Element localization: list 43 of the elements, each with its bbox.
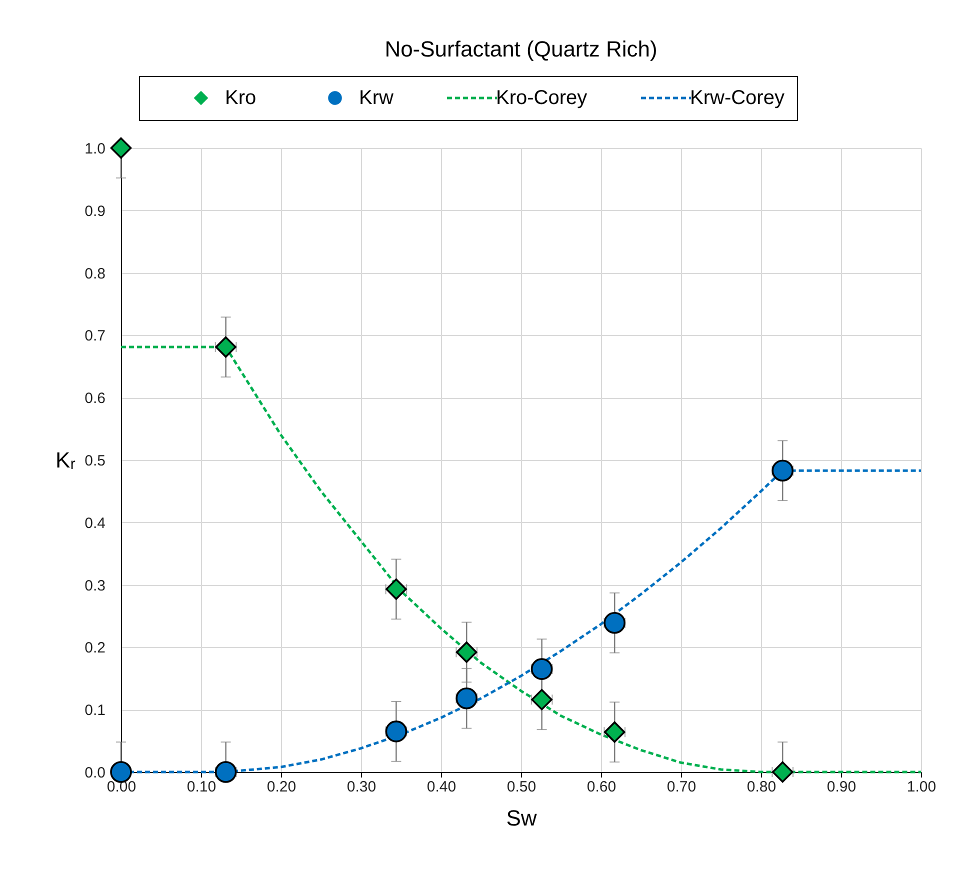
- y-tick-label: 0.5: [84, 452, 106, 470]
- y-tick-label: 0.2: [84, 640, 106, 657]
- y-tick-label: 0.1: [84, 702, 106, 720]
- x-tick-label: 0.60: [586, 778, 616, 796]
- x-tick-label: 0.40: [426, 778, 456, 796]
- legend-label: Kro: [225, 87, 256, 109]
- y-tick-label: 0.3: [84, 577, 106, 594]
- point: [772, 460, 794, 482]
- point: [215, 336, 236, 358]
- y-axis-title: Kᵣ: [56, 448, 76, 472]
- y-tick-label: 0.7: [84, 328, 106, 345]
- y-tick-label: 0.9: [84, 202, 106, 220]
- x-tick-label: 0.10: [186, 778, 216, 796]
- x-tick-label: 0.20: [266, 778, 296, 796]
- y-tick-label: 0.6: [84, 390, 106, 408]
- point: [386, 578, 407, 600]
- chart-title: No-Surfactant (Quartz Rich): [384, 36, 658, 62]
- point: [604, 721, 626, 743]
- point: [456, 687, 478, 710]
- x-tick-label: 1.00: [906, 778, 936, 796]
- point: [530, 658, 553, 680]
- point: [110, 137, 132, 159]
- point: [531, 688, 552, 710]
- legend-label: Krw-Corey: [690, 87, 784, 109]
- y-tick-label: 0.4: [84, 514, 106, 532]
- x-tick-label: 0.00: [106, 778, 136, 796]
- x-tick-label: 0.80: [746, 778, 776, 796]
- point: [385, 720, 408, 742]
- y-tick-label: 0.0: [84, 764, 106, 782]
- y-tick-label: 1.0: [84, 140, 106, 158]
- x-tick-label: 0.90: [826, 778, 856, 796]
- x-tick-label: 0.30: [346, 778, 376, 796]
- x-tick-label: 0.50: [506, 778, 536, 796]
- legend-label: Kro-Corey: [496, 87, 588, 109]
- point: [214, 761, 237, 783]
- x-axis-title: Sw: [506, 806, 537, 830]
- point: [456, 642, 478, 663]
- x-tick-label: 0.70: [666, 778, 696, 796]
- point: [772, 761, 794, 783]
- y-tick-label: 0.8: [84, 265, 106, 282]
- point: [110, 761, 132, 783]
- legend-label: Krw: [359, 87, 394, 109]
- point: [604, 612, 626, 634]
